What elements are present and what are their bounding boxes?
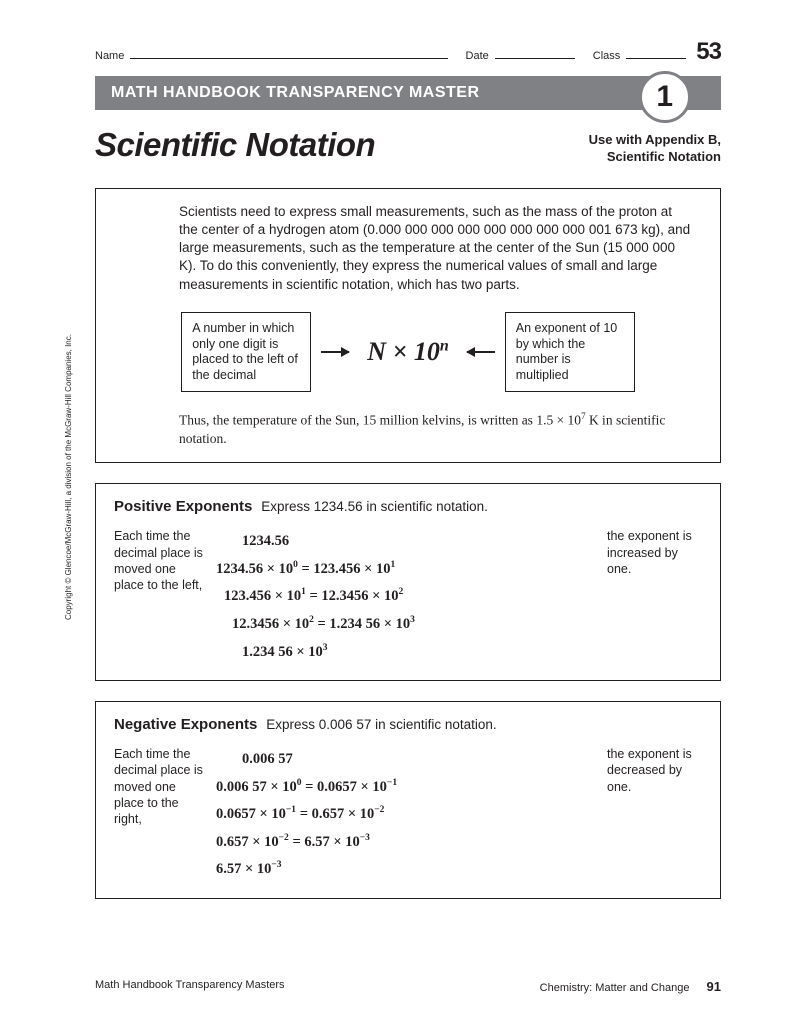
banner: MATH HANDBOOK TRANSPARENCY MASTER 1 [95,76,721,110]
formula: N × 10n [367,337,449,367]
positive-line2: 123.456 × 101 = 12.3456 × 102 [224,583,595,611]
negative-math: 0.006 57 0.006 57 × 100 = 0.0657 × 10−1 … [216,746,595,884]
negative-header: Negative Exponents Express 0.006 57 in s… [114,716,702,734]
negative-subtitle: Express 0.006 57 in scientific notation. [266,717,496,732]
right-definition-box: An exponent of 10 by which the number is… [505,312,635,393]
page-number-top: 53 [696,38,721,66]
banner-number: 1 [656,80,673,114]
left-definition-box: A number in which only one digit is plac… [181,312,311,393]
concept-box: Scientists need to express small measure… [95,188,721,464]
positive-line1: 1234.56 × 100 = 123.456 × 101 [216,556,595,584]
class-line [626,48,686,59]
positive-header: Positive Exponents Express 1234.56 in sc… [114,498,702,516]
banner-circle: 1 [639,71,691,123]
name-line [130,48,447,59]
positive-title: Positive Exponents [114,498,252,515]
page-title: Scientific Notation [95,126,375,164]
arrow-left-icon [467,351,495,353]
subtitle-line1: Use with Appendix B, [589,132,721,147]
negative-title: Negative Exponents [114,716,257,733]
negative-left-note: Each time the decimal place is moved one… [114,746,204,827]
negative-line3: 0.657 × 10−2 = 6.57 × 10−3 [216,829,595,857]
negative-exponents-box: Negative Exponents Express 0.006 57 in s… [95,701,721,899]
copyright-text: Copyright © Glencoe/McGraw-Hill, a divis… [64,334,73,620]
positive-exponents-box: Positive Exponents Express 1234.56 in sc… [95,483,721,681]
negative-line4: 6.57 × 10−3 [216,856,595,884]
positive-right-note: the exponent is increased by one. [607,528,702,577]
footer-left: Math Handbook Transparency Masters [95,979,285,994]
negative-line0: 0.006 57 [242,746,595,774]
arrow-right-icon [321,351,349,353]
positive-line4: 1.234 56 × 103 [242,639,595,667]
positive-left-note: Each time the decimal place is moved one… [114,528,204,593]
class-label: Class [593,50,621,62]
header-fields: Name Date Class 53 [95,38,721,66]
banner-text: MATH HANDBOOK TRANSPARENCY MASTER [111,84,480,101]
footer-page-number: 91 [707,979,721,994]
outro-text: Thus, the temperature of the Sun, 15 mil… [179,410,692,448]
date-line [495,48,575,59]
positive-subtitle: Express 1234.56 in scientific notation. [261,499,488,514]
positive-line0: 1234.56 [242,528,595,556]
footer-right: Chemistry: Matter and Change 91 [540,979,721,994]
subtitle-line2: Scientific Notation [607,149,721,164]
date-label: Date [466,50,489,62]
positive-line3: 12.3456 × 102 = 1.234 56 × 103 [232,611,595,639]
negative-line1: 0.006 57 × 100 = 0.0657 × 10−1 [216,774,595,802]
intro-text: Scientists need to express small measure… [179,203,692,294]
subtitle: Use with Appendix B, Scientific Notation [589,132,721,166]
positive-math: 1234.56 1234.56 × 100 = 123.456 × 101 12… [216,528,595,666]
formula-row: A number in which only one digit is plac… [114,312,702,393]
footer: Math Handbook Transparency Masters Chemi… [95,979,721,994]
negative-right-note: the exponent is decreased by one. [607,746,702,795]
negative-line2: 0.0657 × 10−1 = 0.657 × 10−2 [216,801,595,829]
name-label: Name [95,50,124,62]
